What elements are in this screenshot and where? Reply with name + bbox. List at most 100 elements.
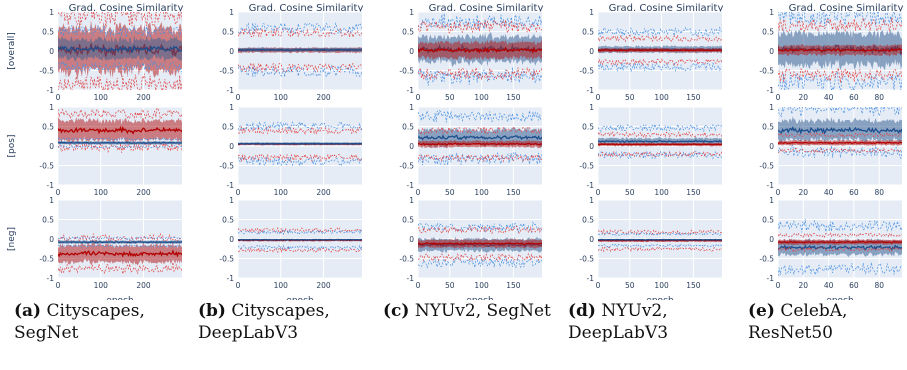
y-tick-label: -0.5: [39, 255, 54, 264]
x-tick-label: 100: [474, 93, 489, 102]
blue-series-upper-dash: [58, 25, 182, 38]
x-axis-label: epoch: [106, 296, 133, 300]
red-series-upper-dash: [598, 34, 722, 43]
x-tick-label: 80: [874, 188, 884, 197]
y-tick-label: 0: [769, 142, 774, 151]
y-tick-label: -0.5: [219, 162, 234, 171]
blue-series-upper-dash: [238, 228, 362, 236]
y-tick-label: 0: [49, 142, 54, 151]
x-tick-label: 150: [686, 188, 701, 197]
series-group: [58, 12, 182, 90]
x-tick-label: 50: [625, 93, 635, 102]
x-tick-label: 60: [849, 281, 859, 290]
caption-a: (a) Cityscapes, SegNet: [14, 301, 145, 343]
y-tick-label: 1: [769, 196, 774, 205]
x-tick-label: 50: [625, 281, 635, 290]
x-tick-label: 150: [506, 188, 521, 197]
x-tick-label: 100: [94, 188, 109, 197]
y-tick-label: 0.5: [42, 216, 54, 225]
subplot: -1 -0.5 0 0.5 1 0 50 100 150: [579, 103, 722, 197]
red-series-lower-dash: [418, 66, 542, 81]
y-tick-label: -1: [767, 274, 775, 283]
x-tick-label: 60: [849, 93, 859, 102]
subplot: -1 -0.5 0 0.5 1 0 100 200: [39, 196, 182, 290]
panel-title: Grad. Cosine Similarity: [429, 3, 544, 14]
series-group: [58, 232, 182, 275]
y-tick-label: -1: [47, 274, 55, 283]
subplot: -1 -0.5 0 0.5 1 0 100 200: [39, 103, 182, 197]
x-tick-label: 50: [445, 188, 455, 197]
y-tick-label: 0.5: [762, 123, 774, 132]
y-tick-label: -1: [47, 181, 55, 190]
subplot: -1 -0.5 0 0.5 1 0 50 100 150: [579, 8, 722, 102]
blue-series-mean-line: [598, 139, 722, 144]
y-tick-label: -1: [227, 86, 235, 95]
y-tick-label: 1: [229, 8, 234, 17]
y-tick-label: 0.5: [402, 216, 414, 225]
y-tick-label: 0.5: [222, 123, 234, 132]
series-group: [418, 221, 542, 269]
series-group: [418, 13, 542, 86]
x-tick-label: 200: [316, 281, 331, 290]
x-tick-label: 0: [56, 93, 61, 102]
x-tick-label: 200: [316, 188, 331, 197]
x-axis-label: epoch: [646, 296, 673, 300]
blue-series-lower-dash: [418, 151, 542, 166]
x-axis-label: epoch: [826, 296, 853, 300]
y-tick-label: -0.5: [579, 162, 594, 171]
y-tick-label: -0.5: [399, 162, 414, 171]
x-tick-label: 50: [445, 281, 455, 290]
y-tick-label: 0.5: [402, 28, 414, 37]
x-tick-label: 100: [274, 281, 289, 290]
red-series-upper-dash: [58, 107, 182, 120]
series-group: [778, 107, 902, 160]
x-tick-label: 80: [874, 93, 884, 102]
y-tick-label: 0.5: [222, 216, 234, 225]
red-series-mean-line: [418, 46, 542, 54]
blue-series-mean-line: [778, 244, 902, 251]
x-tick-label: 60: [849, 188, 859, 197]
caption-e: (e) CelebA, ResNet50: [748, 301, 848, 343]
y-tick-label: 1: [229, 196, 234, 205]
y-tick-label: 0.5: [582, 28, 594, 37]
y-tick-label: 0.5: [402, 123, 414, 132]
y-tick-label: 1: [49, 8, 54, 17]
blue-series-upper-dash: [58, 236, 182, 240]
red-series-lower-dash: [238, 246, 362, 254]
x-tick-label: 0: [776, 93, 781, 102]
x-tick-label: 0: [236, 93, 241, 102]
x-tick-label: 0: [776, 188, 781, 197]
x-tick-label: 0: [596, 188, 601, 197]
subplot: -1 -0.5 0 0.5 1 0 20 40 60 80: [759, 196, 902, 290]
blue-series-lower-dash: [598, 243, 722, 248]
row-label: [overall]: [7, 32, 17, 70]
x-tick-label: 200: [136, 188, 151, 197]
series-group: [778, 219, 902, 277]
y-tick-label: 0: [769, 235, 774, 244]
x-tick-label: 100: [94, 93, 109, 102]
x-tick-label: 150: [506, 93, 521, 102]
y-tick-label: -0.5: [219, 255, 234, 264]
red-series-upper-dash: [418, 225, 542, 235]
x-tick-label: 0: [776, 281, 781, 290]
x-tick-label: 100: [654, 93, 669, 102]
series-group: [778, 12, 902, 90]
y-tick-label: -1: [47, 86, 55, 95]
subplot: -1 -0.5 0 0.5 1 0 50 100 150: [399, 8, 542, 102]
y-tick-label: -0.5: [759, 162, 774, 171]
blue-series-lower-dash: [778, 70, 902, 90]
blue-series-mean-line: [58, 240, 182, 244]
x-tick-label: 20: [799, 188, 809, 197]
red-series-mean-line: [598, 49, 722, 52]
panel-title: Grad. Cosine Similarity: [609, 3, 724, 14]
blue-series-lower-dash: [238, 156, 362, 167]
red-series-mean-line: [778, 47, 902, 53]
red-series-lower-dash: [418, 252, 542, 262]
red-series-mean-line: [598, 143, 722, 146]
x-tick-label: 80: [874, 281, 884, 290]
red-series-lower-dash: [598, 58, 722, 67]
red-series-mean-line: [58, 125, 182, 135]
y-tick-label: 0: [589, 235, 594, 244]
blue-series-lower-dash: [238, 244, 362, 251]
series-group: [238, 227, 362, 254]
